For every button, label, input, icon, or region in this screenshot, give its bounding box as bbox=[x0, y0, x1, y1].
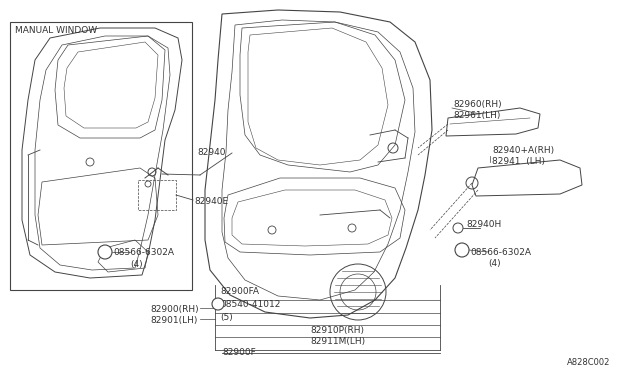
Bar bbox=[10, 22, 192, 290]
Text: 82901(LH): 82901(LH) bbox=[150, 316, 197, 325]
Text: 82940E: 82940E bbox=[194, 197, 228, 206]
Circle shape bbox=[455, 243, 469, 257]
Text: 82900(RH): 82900(RH) bbox=[150, 305, 198, 314]
Text: 82940+A(RH): 82940+A(RH) bbox=[492, 146, 554, 155]
Text: A828C002: A828C002 bbox=[567, 358, 611, 367]
Text: 08540-41012: 08540-41012 bbox=[220, 300, 280, 309]
Text: 82941  (LH): 82941 (LH) bbox=[492, 157, 545, 166]
Text: 08566-6302A: 08566-6302A bbox=[470, 248, 531, 257]
Text: 82940: 82940 bbox=[197, 148, 225, 157]
Text: MANUAL WINDOW: MANUAL WINDOW bbox=[15, 26, 97, 35]
Text: 82961(LH): 82961(LH) bbox=[453, 111, 500, 120]
Text: 82910P(RH): 82910P(RH) bbox=[310, 326, 364, 335]
Text: S: S bbox=[216, 301, 220, 307]
Text: (5): (5) bbox=[220, 313, 233, 322]
Circle shape bbox=[212, 298, 224, 310]
Text: 82960(RH): 82960(RH) bbox=[453, 100, 502, 109]
Text: 82911M(LH): 82911M(LH) bbox=[310, 337, 365, 346]
Text: (4): (4) bbox=[488, 259, 500, 268]
Bar bbox=[138, 180, 176, 210]
Text: 82900FA: 82900FA bbox=[220, 287, 259, 296]
Text: S: S bbox=[460, 247, 464, 253]
Text: S: S bbox=[103, 249, 107, 255]
Text: 82940H: 82940H bbox=[466, 220, 501, 229]
Text: (4): (4) bbox=[130, 260, 143, 269]
Circle shape bbox=[98, 245, 112, 259]
Text: 08566-6302A: 08566-6302A bbox=[113, 248, 174, 257]
Text: 82900F: 82900F bbox=[222, 348, 256, 357]
